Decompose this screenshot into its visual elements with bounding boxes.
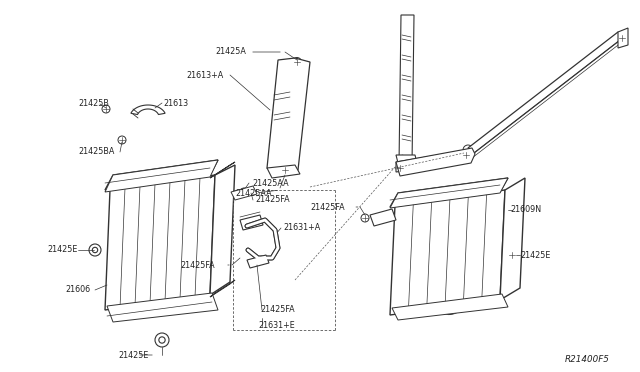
- Text: 21425FA: 21425FA: [180, 260, 214, 269]
- Polygon shape: [107, 293, 218, 322]
- Polygon shape: [105, 160, 218, 192]
- Polygon shape: [390, 178, 508, 208]
- Text: 21613: 21613: [163, 99, 188, 108]
- Text: 21425AA: 21425AA: [252, 179, 289, 187]
- Text: 21425FA: 21425FA: [255, 196, 290, 205]
- Polygon shape: [210, 162, 235, 178]
- Polygon shape: [500, 178, 525, 300]
- Polygon shape: [390, 190, 505, 315]
- Text: 21631+E: 21631+E: [258, 321, 295, 330]
- Polygon shape: [267, 58, 310, 175]
- Polygon shape: [392, 294, 508, 320]
- Text: 21425A: 21425A: [215, 48, 246, 57]
- Polygon shape: [105, 160, 218, 190]
- Text: 21425E: 21425E: [118, 350, 148, 359]
- Polygon shape: [231, 186, 257, 200]
- Polygon shape: [618, 28, 628, 48]
- Text: 21609N: 21609N: [510, 205, 541, 215]
- Text: 21425E: 21425E: [47, 246, 77, 254]
- Text: 21613+A: 21613+A: [186, 71, 223, 80]
- Polygon shape: [240, 215, 263, 230]
- Polygon shape: [390, 178, 508, 207]
- Polygon shape: [396, 150, 468, 172]
- Polygon shape: [267, 165, 300, 178]
- Text: 21425FA: 21425FA: [260, 305, 294, 314]
- Text: 21425E: 21425E: [520, 250, 550, 260]
- Polygon shape: [396, 155, 418, 167]
- Polygon shape: [399, 15, 414, 165]
- Text: 21425AA: 21425AA: [235, 189, 271, 198]
- Text: R21400F5: R21400F5: [565, 356, 610, 365]
- Text: 21425B: 21425B: [78, 99, 109, 109]
- Text: 21425FA: 21425FA: [310, 202, 344, 212]
- Text: 21631+A: 21631+A: [283, 224, 320, 232]
- Polygon shape: [210, 165, 235, 295]
- Text: 21606: 21606: [65, 285, 90, 295]
- Polygon shape: [370, 209, 396, 226]
- Polygon shape: [468, 32, 624, 153]
- Polygon shape: [105, 175, 215, 310]
- Polygon shape: [396, 148, 475, 176]
- Polygon shape: [210, 280, 235, 297]
- Text: 21425BA: 21425BA: [78, 148, 115, 157]
- Polygon shape: [247, 255, 269, 268]
- Polygon shape: [131, 105, 165, 115]
